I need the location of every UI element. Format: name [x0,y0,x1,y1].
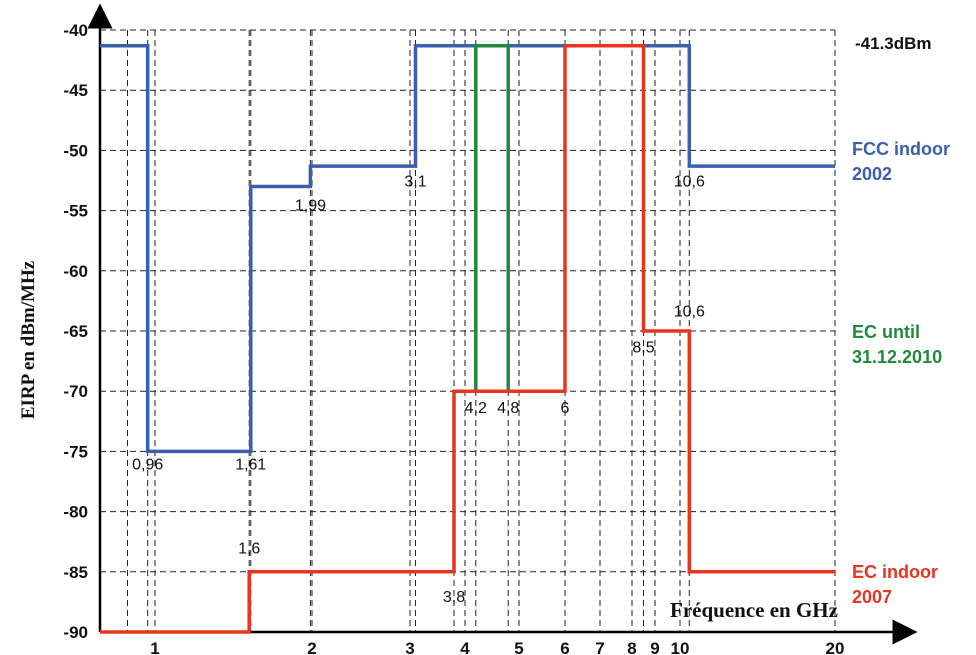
y-tick-label: -80 [63,503,88,522]
x-tick-label: 20 [826,639,845,655]
break-annotation: 1,99 [295,198,326,215]
x-axis-label: Fréquence en GHz [670,598,838,622]
y-tick-label: -55 [63,202,88,221]
break-annotation: 3,1 [404,174,426,191]
y-tick-label: -40 [63,21,88,40]
grid-layer [100,29,836,632]
axes-layer [87,3,918,645]
y-tick-label: -90 [63,623,88,642]
x-tick-label: 7 [595,639,604,655]
break-annotation: 10,6 [674,174,705,191]
legend-label-1: 31.12.2010 [852,347,942,367]
y-tick-label: -50 [63,141,88,160]
series-line-2 [100,43,835,634]
break-annotation: 4,2 [465,400,487,417]
x-tick-label: 8 [627,639,636,655]
legend-label-0: FCC indoor [852,139,950,159]
annotation-layer: 0,96 1,61 1,99 3,1 10,6 1,6 3,8 4,2 4,8 6 8,5 10,6 [132,174,705,606]
break-annotation: 6 [561,400,570,417]
x-tick-label: 9 [650,639,659,655]
y-tick-label: -45 [63,81,88,100]
break-annotation: 8,5 [632,340,654,357]
x-tick-label: 3 [405,639,414,655]
x-tick-label: 5 [514,639,523,655]
ticks-layer: -40 -45 -50 -55 -60 -65 -70 -75 -80 -85 -90 1 2 3 4 5 6 7… [63,21,844,655]
y-tick-label: -60 [63,262,88,281]
y-tick-label: -75 [63,442,88,461]
legend-label-2: 2007 [852,587,892,607]
break-annotation: 4,8 [497,400,519,417]
legend-label-2: EC indoor [852,562,938,582]
reference-level-label: -41.3dBm [855,34,932,53]
y-tick-label: -85 [63,563,88,582]
legend-label-0: 2002 [852,164,892,184]
x-tick-label: 10 [671,639,690,655]
x-tick-label: 1 [150,639,159,655]
y-tick-label: -65 [63,322,88,341]
break-annotation: 3,8 [443,589,465,606]
x-tick-label: 6 [560,639,569,655]
x-tick-label: 2 [307,639,316,655]
break-annotation: 1,61 [235,456,266,473]
legend-layer: FCC indoor 2002 EC until 31.12.2010 EC indoo… [852,139,950,607]
legend-label-1: EC until [852,322,920,342]
break-annotation: 1,6 [238,541,260,558]
series-line-0 [100,43,835,454]
break-annotation: 10,6 [674,304,705,321]
x-tick-label: 4 [460,639,470,655]
y-tick-label: -70 [63,382,88,401]
series-line-1 [474,43,510,392]
y-axis-label: EIRP en dBm/MHz [18,260,39,419]
break-annotation: 0,96 [132,456,163,473]
series-layer [100,43,835,634]
